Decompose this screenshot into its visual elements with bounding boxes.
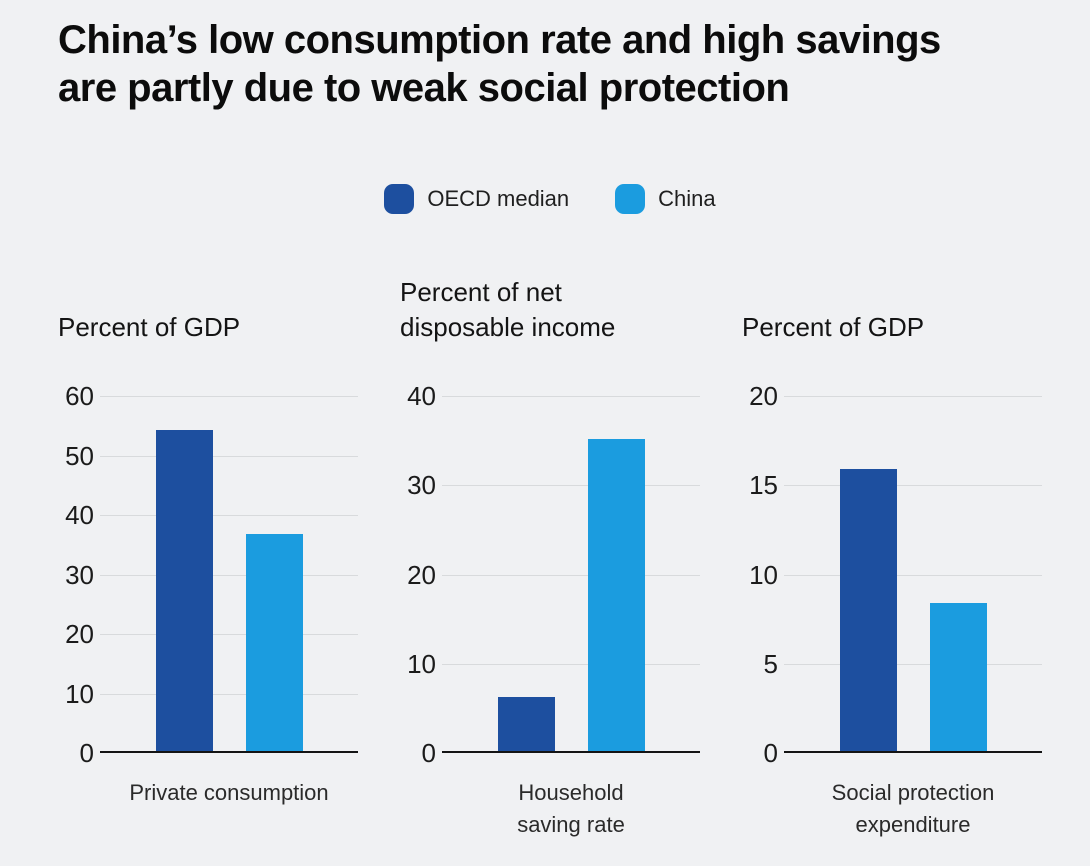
y-tick-label: 5 (763, 648, 778, 679)
gridline (442, 663, 700, 665)
axis-unit-label: Percent of net disposable income (400, 277, 616, 342)
y-tick-label: 15 (749, 470, 778, 501)
legend-item-oecd-median: OECD median (384, 184, 569, 214)
category-label: Social protection expenditure (831, 780, 995, 837)
y-tick-label: 10 (65, 678, 94, 709)
axis-unit-label: Percent of GDP (58, 311, 241, 342)
gridline (100, 574, 358, 576)
bar-china (929, 602, 987, 751)
legend: OECD median China (58, 184, 1042, 214)
plot-area (784, 396, 1042, 753)
gridline (784, 396, 1042, 397)
plot-area (100, 396, 358, 753)
category-label: Household saving rate (517, 780, 625, 837)
y-tick-label: 20 (407, 559, 436, 590)
gridline (442, 485, 700, 487)
bar-group (442, 438, 700, 751)
y-tick-label: 40 (407, 381, 436, 411)
y-tick-label: 50 (65, 440, 94, 471)
y-axis-labels: 0 10 20 30 40 50 60 (58, 383, 100, 766)
bar-oecd-median (497, 697, 555, 751)
panel-household-saving-rate: Percent of net disposable income 0 10 20 30… (400, 272, 700, 841)
chart-panels: Percent of GDP 0 10 20 30 40 50 60 Private con… (58, 272, 1042, 841)
bar-group (784, 468, 1042, 751)
bar-oecd-median (155, 429, 213, 751)
gridline (100, 455, 358, 457)
chart-title: China’s low consumption rate and high sa… (58, 18, 941, 110)
y-tick-label: 0 (79, 738, 94, 768)
y-tick-label: 40 (65, 500, 94, 530)
y-tick-label: 20 (65, 619, 94, 649)
y-tick-label: 10 (749, 559, 778, 590)
y-tick-label: 20 (749, 381, 778, 411)
legend-item-china: China (615, 184, 716, 214)
bar-china (245, 533, 303, 751)
y-tick-label: 10 (407, 648, 436, 679)
gridline (442, 396, 700, 397)
legend-label-china: China (658, 186, 716, 211)
gridline (100, 515, 358, 516)
china-swatch-icon (615, 184, 646, 214)
gridline (784, 485, 1042, 487)
y-tick-label: 0 (421, 738, 436, 768)
y-tick-label: 30 (407, 470, 436, 501)
oecd-median-swatch-icon (384, 184, 415, 214)
gridline (100, 634, 358, 635)
bar-oecd-median (839, 468, 897, 751)
y-tick-label: 60 (65, 381, 94, 411)
plot-area (442, 396, 700, 753)
y-axis-labels: 0 5 10 15 20 (742, 383, 784, 766)
panel-private-consumption: Percent of GDP 0 10 20 30 40 50 60 Private con… (58, 272, 358, 841)
bar-group (100, 429, 358, 751)
y-axis-labels: 0 10 20 30 40 (400, 383, 442, 766)
legend-label-oecd-median: OECD median (427, 186, 570, 211)
gridline (442, 574, 700, 576)
category-label: Private consumption (129, 780, 329, 805)
bar-china (587, 438, 645, 751)
y-tick-label: 0 (763, 738, 778, 768)
panel-social-protection-expenditure: Percent of GDP 0 5 10 15 20 Social protectio… (742, 272, 1042, 841)
gridline (100, 396, 358, 397)
gridline (784, 663, 1042, 665)
y-tick-label: 30 (65, 559, 94, 590)
gridline (784, 574, 1042, 576)
axis-unit-label: Percent of GDP (742, 311, 925, 342)
gridline (100, 693, 358, 695)
